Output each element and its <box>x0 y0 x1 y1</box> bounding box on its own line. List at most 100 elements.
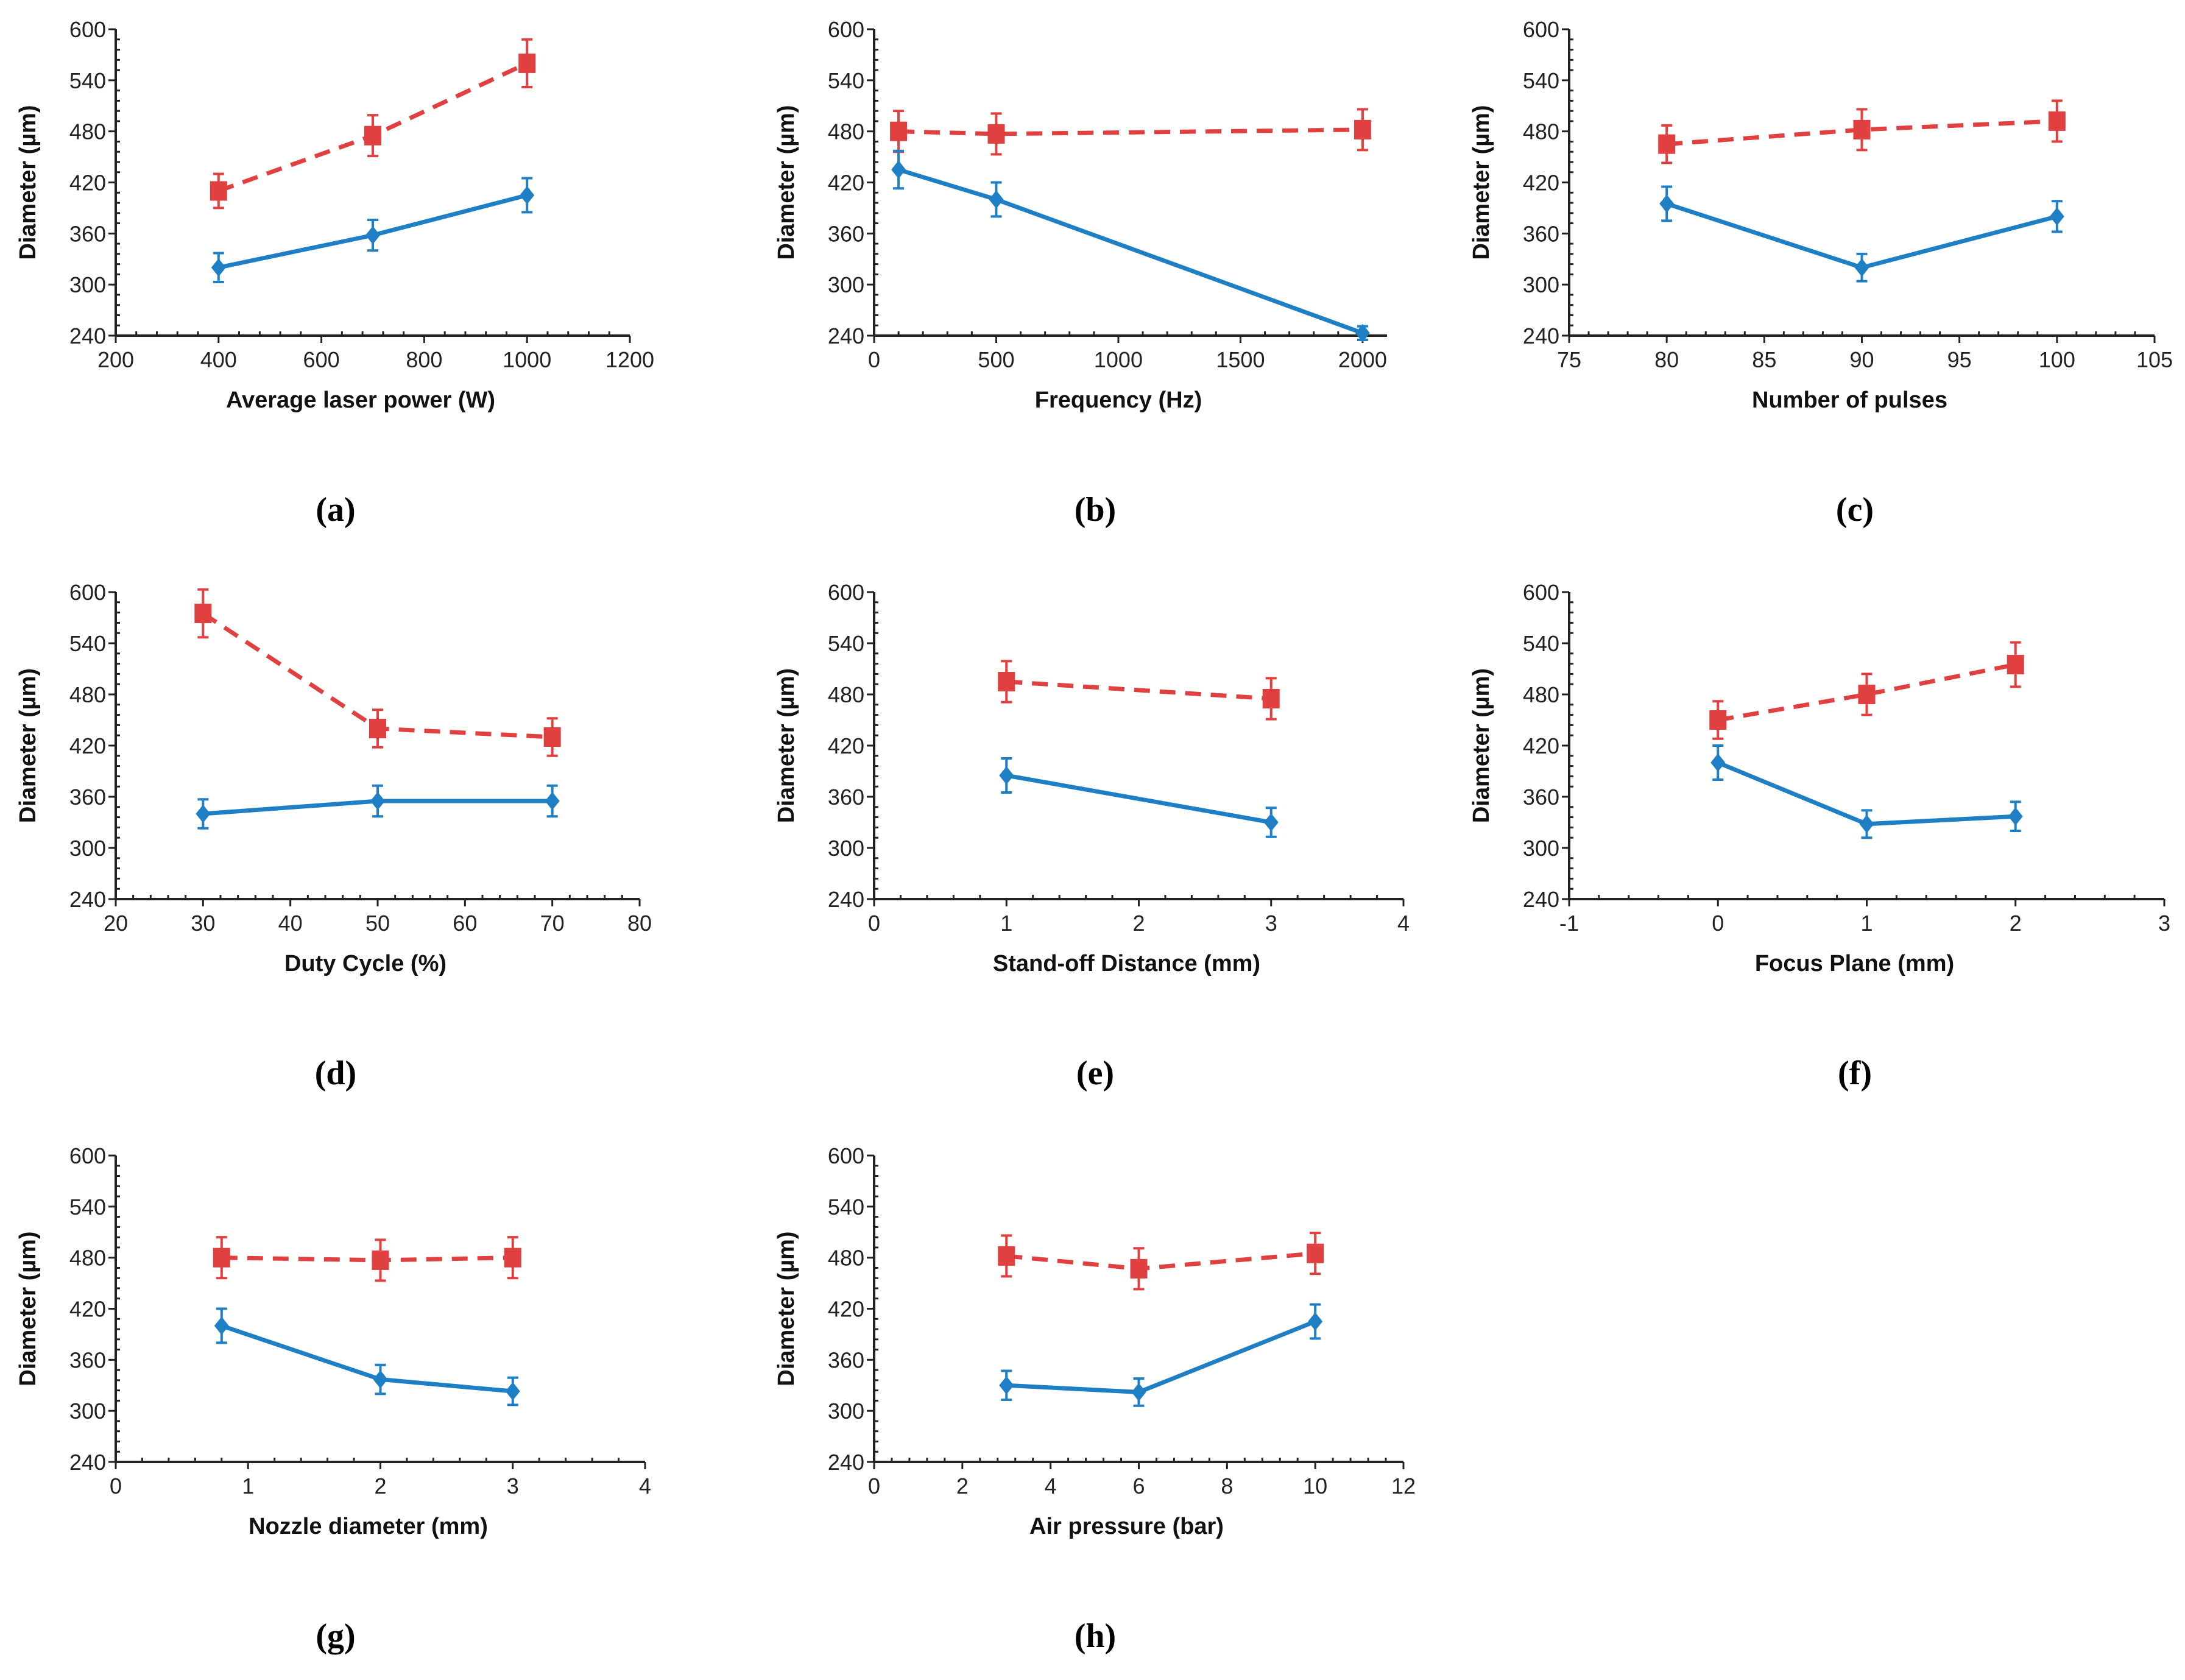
y-tick-label: 600 <box>1523 17 1559 42</box>
y-tick-label: 300 <box>828 272 864 297</box>
x-tick-label: 85 <box>1752 347 1776 372</box>
x-tick-label: 200 <box>97 347 134 372</box>
x-tick-label: 80 <box>1654 347 1679 372</box>
y-tick-label: 540 <box>69 631 106 656</box>
x-axis-title: Number of pulses <box>1752 387 1947 413</box>
y-tick-label: 540 <box>828 68 864 93</box>
y-tick-label: 420 <box>69 733 106 758</box>
y-tick-label: 240 <box>69 1450 106 1475</box>
data-point-diamond <box>1859 814 1874 833</box>
y-tick-label: 480 <box>1523 682 1559 707</box>
chart-panel: 240 300 360 420 480 540 600 -1 0 1 2 3 Focus Plane (… <box>1469 580 2170 1092</box>
x-axis-title: Duty Cycle (%) <box>284 951 447 976</box>
panel-label: (d) <box>315 1054 356 1092</box>
series-line-blue-solid <box>1006 773 1272 825</box>
y-tick-label: 540 <box>69 1195 106 1219</box>
x-tick-label: 0 <box>868 1474 880 1498</box>
y-tick-label: 600 <box>69 580 106 605</box>
data-point-square <box>998 1246 1015 1266</box>
y-tick-label: 360 <box>1523 221 1559 246</box>
x-tick-label: 3 <box>507 1474 519 1498</box>
data-point-square <box>1858 685 1876 704</box>
x-tick-label: 1 <box>1000 911 1012 936</box>
data-point-square <box>890 121 908 141</box>
x-tick-label: 400 <box>200 347 237 372</box>
x-tick-label: 70 <box>540 911 565 936</box>
series-line-blue-solid <box>1006 1319 1316 1394</box>
series-line-red-dashed <box>898 127 1363 136</box>
y-tick-label: 240 <box>828 323 864 348</box>
data-point-square <box>213 1248 230 1268</box>
y-tick-label: 480 <box>828 682 864 707</box>
x-tick-label: 3 <box>1265 911 1277 936</box>
x-tick-label: 1500 <box>1216 347 1265 372</box>
panel-label: (f) <box>1838 1054 1872 1092</box>
x-tick-label: 80 <box>627 911 652 936</box>
data-point-diamond <box>196 805 211 823</box>
data-point-diamond <box>545 792 560 810</box>
x-tick-label: 0 <box>110 1474 122 1498</box>
data-point-square <box>1709 710 1727 730</box>
data-point-square <box>1658 134 1676 154</box>
data-point-square <box>518 53 536 73</box>
series-line-blue-solid <box>898 168 1364 336</box>
x-tick-label: 2 <box>956 1474 969 1498</box>
x-tick-label: 1 <box>1860 911 1873 936</box>
data-point-square <box>210 181 227 201</box>
y-tick-label: 420 <box>1523 171 1559 196</box>
series-line-red-dashed <box>1666 119 2057 147</box>
y-tick-label: 360 <box>828 1347 864 1372</box>
data-point-square <box>1262 689 1280 708</box>
x-axis-title: Average laser power (W) <box>226 387 495 413</box>
y-tick-label: 420 <box>828 1297 864 1322</box>
y-axis-title: Diameter (µm) <box>1469 105 1494 259</box>
y-axis-title: Diameter (µm) <box>774 1231 799 1386</box>
chart-panel: 240 300 360 420 480 540 600 0 2 4 6 8 10 12 Air pressu… <box>774 1143 1416 1655</box>
data-point-square <box>1307 1243 1324 1263</box>
y-tick-label: 600 <box>828 1143 864 1168</box>
data-point-diamond <box>989 190 1004 209</box>
x-tick-label: 1 <box>242 1474 254 1498</box>
x-tick-label: 4 <box>1045 1474 1057 1498</box>
x-tick-label: 2 <box>2010 911 2022 936</box>
x-tick-label: 50 <box>365 911 390 936</box>
x-tick-label: 30 <box>191 911 215 936</box>
data-point-diamond <box>999 1376 1014 1395</box>
data-point-square <box>504 1248 521 1268</box>
y-tick-label: 480 <box>69 682 106 707</box>
series-line-blue-solid <box>221 1324 514 1394</box>
y-tick-label: 360 <box>828 221 864 246</box>
chart-panel: 240 300 360 420 480 540 600 0 1 2 3 4 Stand-off Dist… <box>774 580 1410 1092</box>
y-tick-label: 600 <box>69 1143 106 1168</box>
x-tick-label: 3 <box>2158 911 2170 936</box>
x-tick-label: 90 <box>1849 347 1874 372</box>
x-tick-label: 500 <box>978 347 1014 372</box>
y-tick-label: 540 <box>1523 68 1559 93</box>
data-point-diamond <box>1710 754 1726 772</box>
data-point-diamond <box>999 766 1014 785</box>
y-axis-title: Diameter (µm) <box>15 1231 41 1386</box>
data-point-diamond <box>365 226 380 245</box>
x-tick-label: 1000 <box>503 347 551 372</box>
data-point-diamond <box>2049 207 2064 226</box>
x-tick-label: 800 <box>406 347 442 372</box>
x-tick-label: 4 <box>639 1474 651 1498</box>
y-tick-label: 360 <box>69 785 106 810</box>
panel-label: (h) <box>1075 1617 1116 1655</box>
y-tick-label: 420 <box>828 733 864 758</box>
data-point-square <box>2007 655 2024 674</box>
x-tick-label: 20 <box>104 911 128 936</box>
panel-label: (g) <box>316 1617 355 1655</box>
x-tick-label: 1200 <box>605 347 654 372</box>
x-axis-title: Focus Plane (mm) <box>1755 951 1954 976</box>
data-point-diamond <box>1263 813 1279 831</box>
y-axis-title: Diameter (µm) <box>774 668 799 823</box>
y-tick-label: 480 <box>828 1246 864 1271</box>
x-tick-label: 105 <box>2136 347 2173 372</box>
data-point-diamond <box>891 160 906 179</box>
x-tick-label: 4 <box>1397 911 1410 936</box>
y-tick-label: 300 <box>1523 836 1559 861</box>
x-tick-label: 600 <box>303 347 340 372</box>
y-tick-label: 360 <box>69 221 106 246</box>
